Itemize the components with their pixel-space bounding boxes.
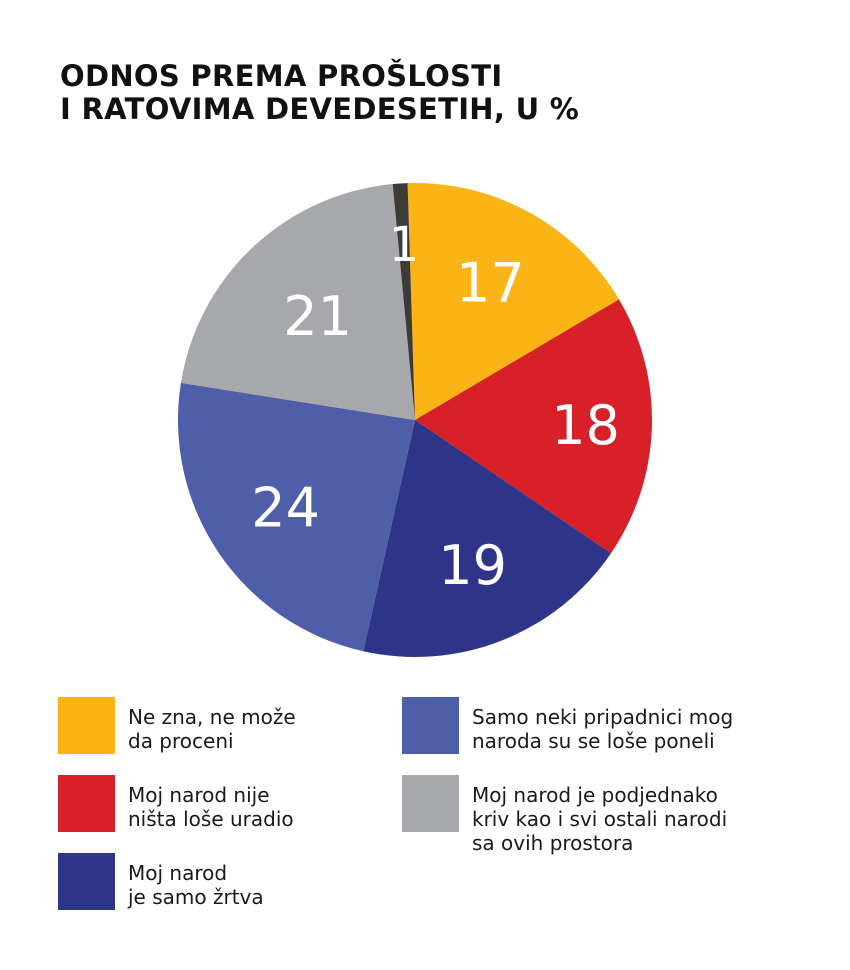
legend-swatch-samo-neki — [402, 697, 459, 754]
legend-label-nije-nista-lose: Moj narod nije ništa loše uradio — [128, 783, 294, 831]
legend-item-nije-nista-lose: Moj narod nije ništa loše uradio — [58, 775, 294, 832]
legend-item-ne-zna: Ne zna, ne može da proceni — [58, 697, 296, 754]
pie-value-label-samo-zrtva: 19 — [438, 534, 507, 597]
pie-value-label-nije-nista-lose: 18 — [551, 394, 620, 457]
legend-label-samo-neki: Samo neki pripadnici mog naroda su se lo… — [472, 705, 734, 753]
legend-item-podjednako-kriv: Moj narod je podjednako kriv kao i svi o… — [402, 775, 727, 855]
legend-label-podjednako-kriv: Moj narod je podjednako kriv kao i svi o… — [472, 783, 728, 855]
pie-slice-ostalo — [392, 183, 415, 420]
pie-value-label-ne-zna: 17 — [456, 251, 525, 314]
chart-title: ODNOS PREMA PROŠLOSTI I RATOVIMA DEVEDES… — [60, 60, 579, 126]
legend-swatch-nije-nista-lose — [58, 775, 115, 832]
legend-label-ne-zna: Ne zna, ne može da proceni — [128, 705, 296, 753]
legend-swatch-samo-zrtva — [58, 853, 115, 910]
chart-title-line-1: ODNOS PREMA PROŠLOSTI — [60, 59, 503, 93]
pie-slice-podjednako-kriv — [180, 184, 415, 420]
legend-swatch-ne-zna — [58, 697, 115, 754]
legend-item-samo-neki: Samo neki pripadnici mog naroda su se lo… — [402, 697, 733, 754]
pie-value-label-samo-neki: 24 — [251, 476, 320, 539]
pie-slice-samo-neki — [178, 382, 415, 652]
pie-slice-ne-zna — [407, 183, 619, 420]
pie-slice-samo-zrtva — [363, 420, 612, 657]
pie-chart: 17 18 19 24 21 1 — [178, 183, 652, 657]
legend-label-samo-zrtva: Moj narod je samo žrtva — [128, 861, 264, 909]
pie-slice-nije-nista-lose — [415, 299, 652, 554]
legend-item-samo-zrtva: Moj narod je samo žrtva — [58, 853, 264, 910]
pie-value-label-ostalo: 1 — [389, 217, 420, 273]
chart-title-line-2: I RATOVIMA DEVEDESETIH, U % — [60, 92, 580, 126]
pie-value-label-podjednako-kriv: 21 — [283, 285, 352, 348]
legend-swatch-podjednako-kriv — [402, 775, 459, 832]
